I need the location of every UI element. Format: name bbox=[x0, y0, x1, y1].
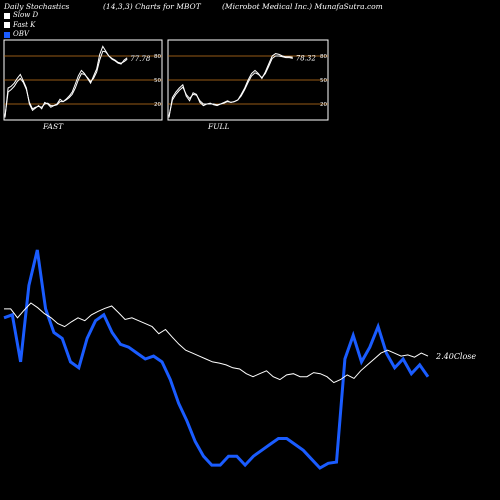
chart-title-right: (Microbot Medical Inc.) MunafaSutra.com bbox=[222, 2, 383, 11]
price-line bbox=[4, 302, 429, 384]
series-line-full-1 bbox=[168, 55, 293, 117]
level-label-full-50: 50 bbox=[320, 78, 327, 84]
legend-item-slow-d: Slow D bbox=[4, 11, 38, 21]
legend-item-obv: OBV bbox=[4, 30, 38, 40]
series-line-full-0 bbox=[168, 53, 293, 118]
close-price-label: 2.40Close bbox=[435, 352, 476, 361]
legend-swatch-fast-k bbox=[4, 22, 10, 29]
legend-label-obv: OBV bbox=[13, 30, 29, 38]
level-label-fast-80: 80 bbox=[154, 54, 161, 60]
chart-title-mid: (14,3,3) Charts for MBOT bbox=[103, 2, 201, 11]
legend-label-fast-k: Fast K bbox=[13, 20, 36, 29]
legend: Slow D Fast K OBV bbox=[4, 11, 38, 40]
panel-label-full: FULL bbox=[208, 122, 230, 131]
last-value-full: 78.32 bbox=[296, 54, 317, 62]
legend-swatch-obv bbox=[4, 31, 10, 38]
level-label-full-80: 80 bbox=[320, 54, 327, 60]
level-label-fast-50: 50 bbox=[154, 78, 161, 84]
legend-swatch-slow-d bbox=[4, 12, 10, 19]
legend-item-fast-k: Fast K bbox=[4, 21, 38, 31]
last-value-fast: 77.78 bbox=[130, 55, 151, 63]
chart-title-left: Daily Stochastics bbox=[4, 2, 70, 11]
level-label-fast-20: 20 bbox=[154, 102, 161, 108]
level-label-full-20: 20 bbox=[320, 102, 327, 108]
obv-line bbox=[3, 249, 430, 470]
series-line-fast-1 bbox=[4, 50, 128, 117]
legend-label-slow-d: Slow D bbox=[13, 11, 39, 19]
panel-label-fast: FAST bbox=[43, 122, 64, 131]
